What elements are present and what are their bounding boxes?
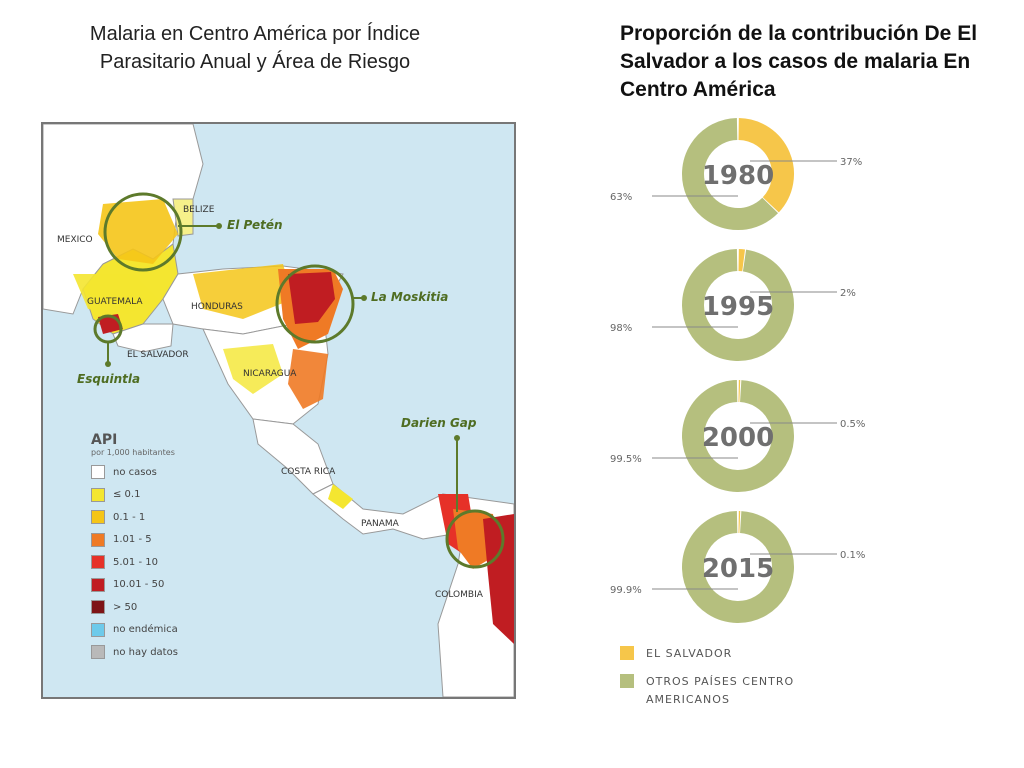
- land-costa-rica: [252, 418, 334, 495]
- legend-item: 10.01 - 50: [91, 574, 178, 597]
- slice-others-2000: [682, 380, 794, 492]
- legend-item-label: 0.1 - 1: [113, 511, 146, 523]
- label-el-peten: El Petén: [227, 218, 283, 232]
- legend-row-others: OTROS PAÍSES CENTRO AMERICANOS: [620, 673, 846, 709]
- slice-others-2015: [682, 511, 794, 623]
- label-mexico: MEXICO: [57, 235, 93, 245]
- label-colombia: COLOMBIA: [435, 590, 483, 600]
- legend-item-label: no endémica: [113, 624, 178, 636]
- hotspot-circle-el-peten: [103, 192, 183, 272]
- legend-swatch-el-salvador: [620, 646, 634, 660]
- hotspot-circle-darien: [445, 509, 505, 569]
- legend-title: API: [91, 432, 118, 448]
- label-la-moskitia: La Moskitia: [371, 290, 449, 304]
- legend-item: ≤ 0.1: [91, 484, 178, 507]
- pct-el-salvador-1995: 2%: [840, 288, 856, 299]
- chart-legend: EL SALVADOR OTROS PAÍSES CENTRO AMERICAN…: [620, 645, 846, 719]
- risk-nicaragua-west: [223, 344, 283, 394]
- map-title: Malaria en Centro América por Índice Par…: [89, 23, 421, 73]
- legend-items: no casos ≤ 0.1 0.1 - 1 1.01 - 5 5.01 - 10 10.…: [91, 461, 178, 664]
- legend-item-label: > 50: [113, 601, 138, 613]
- label-costa-rica: COSTA RICA: [281, 467, 336, 477]
- donut-chart-1980: 1980 37% 63%: [610, 118, 862, 230]
- legend-item-swatch: [91, 465, 105, 480]
- legend-subtitle: por 1,000 habitantes: [91, 448, 175, 457]
- legend-item-swatch: [91, 555, 105, 570]
- legend-item-swatch: [91, 487, 105, 502]
- risk-moskitia-core: [288, 272, 335, 324]
- legend-item: 5.01 - 10: [91, 551, 178, 574]
- pct-el-salvador-2000: 0.5%: [840, 419, 865, 430]
- year-label-1995: 1995: [702, 292, 774, 322]
- hotspot-circle-la-moskitia: [275, 264, 355, 344]
- legend-label-others: OTROS PAÍSES CENTRO AMERICANOS: [646, 675, 795, 706]
- donut-chart-2015: 2015 0.1% 99.9%: [610, 511, 865, 623]
- legend-item-swatch: [91, 645, 105, 660]
- year-label-2015: 2015: [702, 554, 774, 584]
- legend-item-swatch: [91, 600, 105, 615]
- legend-item: no hay datos: [91, 641, 178, 664]
- land-el-salvador: [112, 323, 174, 353]
- legend-item-label: 5.01 - 10: [113, 556, 158, 568]
- pct-others-2015: 99.9%: [610, 585, 642, 596]
- donut-charts: 1980 37% 63% 1995 2% 98% 2000 0.5% 99.5% 2015 0.1%…: [610, 118, 865, 623]
- label-guatemala: GUATEMALA: [87, 297, 143, 307]
- map-legend: API por 1,000 habitantes no casos ≤ 0.1 0.…: [91, 432, 178, 664]
- legend-row-el-salvador: EL SALVADOR: [620, 645, 846, 663]
- slice-el-salvador-1980: [737, 118, 794, 213]
- year-label-2000: 2000: [702, 423, 774, 453]
- legend-item-label: no casos: [113, 466, 157, 478]
- legend-item: no endémica: [91, 619, 178, 642]
- slice-others-1995: [682, 249, 794, 361]
- label-panama: PANAMA: [361, 519, 399, 529]
- label-esquintla: Esquintla: [77, 372, 141, 386]
- risk-peten: [98, 199, 178, 264]
- legend-item-swatch: [91, 622, 105, 637]
- pct-others-2000: 99.5%: [610, 454, 642, 465]
- malaria-map: MEXICO BELIZE GUATEMALA HONDURAS EL SALV…: [41, 122, 516, 699]
- pct-others-1980: 63%: [610, 192, 632, 203]
- label-el-salvador: EL SALVADOR: [127, 350, 189, 360]
- risk-nicaragua: [288, 349, 328, 409]
- legend-item-swatch: [91, 510, 105, 525]
- pct-el-salvador-2015: 0.1%: [840, 550, 865, 561]
- chart-title: Proporción de la contribución De El Salv…: [620, 22, 978, 101]
- donut-chart-2000: 2000 0.5% 99.5%: [610, 380, 865, 492]
- pct-el-salvador-1980: 37%: [840, 157, 862, 168]
- legend-item-swatch: [91, 577, 105, 592]
- risk-guatemala-east: [73, 274, 158, 314]
- label-nicaragua: NICARAGUA: [243, 369, 297, 379]
- legend-item: 0.1 - 1: [91, 506, 178, 529]
- year-label-1980: 1980: [702, 161, 774, 191]
- label-honduras: HONDURAS: [191, 302, 243, 312]
- map-svg: [43, 124, 514, 697]
- donut-chart-1995: 1995 2% 98%: [610, 249, 856, 361]
- legend-item-label: 1.01 - 5: [113, 534, 152, 546]
- legend-item-label: ≤ 0.1: [113, 489, 141, 501]
- risk-honduras: [193, 264, 293, 319]
- legend-swatch-others: [620, 674, 634, 688]
- pct-others-1995: 98%: [610, 323, 632, 334]
- legend-label-el-salvador: EL SALVADOR: [646, 647, 733, 660]
- legend-item: no casos: [91, 461, 178, 484]
- risk-costa-rica: [328, 484, 353, 509]
- legend-item-swatch: [91, 532, 105, 547]
- legend-item-label: no hay datos: [113, 646, 178, 658]
- legend-item: 1.01 - 5: [91, 529, 178, 552]
- label-darien-gap: Darien Gap: [401, 416, 477, 430]
- slice-others-1980: [682, 118, 779, 230]
- legend-item: > 50: [91, 596, 178, 619]
- legend-item-label: 10.01 - 50: [113, 579, 165, 591]
- label-belize: BELIZE: [183, 205, 215, 215]
- risk-colombia: [483, 514, 514, 644]
